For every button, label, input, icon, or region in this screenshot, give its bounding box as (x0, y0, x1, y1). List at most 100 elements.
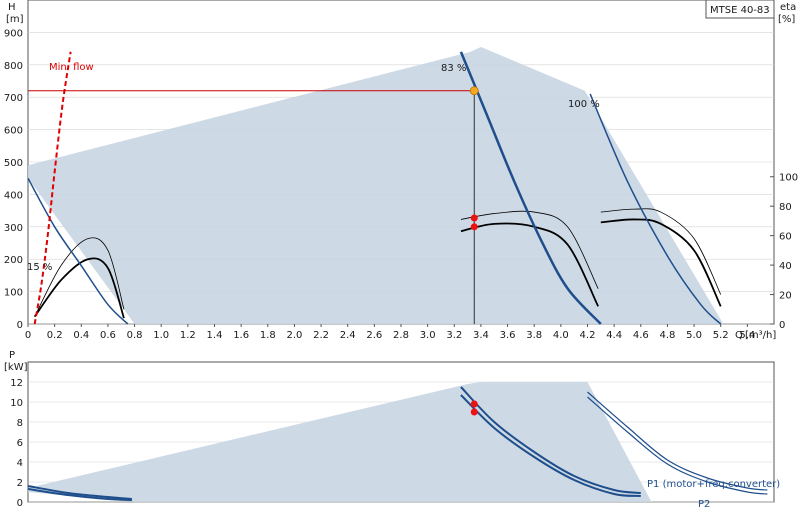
head-curve (589, 93, 722, 325)
x-tick-label: 2.8 (393, 330, 409, 341)
y-tick-label: 0 (17, 320, 23, 331)
x-tick-label: 0.6 (100, 330, 116, 341)
y-tick-label: 300 (4, 223, 23, 234)
model-label: MTSE 40-83 (710, 5, 770, 16)
y-tick-label: 8 (17, 418, 23, 429)
x-tick-label: 4.6 (633, 330, 649, 341)
head-y-ticks: 0 100 200 300 400 500 600 700 800 900 (4, 28, 23, 331)
y-tick-label: 0 (17, 498, 23, 509)
y-tick-label: 4 (17, 458, 23, 469)
y-axis-unit-m: [m] (6, 14, 24, 25)
y2-tick-label: 100 (779, 173, 798, 184)
power-points (470, 400, 478, 416)
y-tick-label: 10 (10, 398, 23, 409)
y-tick-label: 6 (17, 438, 23, 449)
x-tick-label: 3.4 (473, 330, 489, 341)
y-tick-label: 500 (4, 158, 23, 169)
efficiency-curve (34, 237, 125, 317)
y2-axis-label-eta: eta (780, 2, 796, 13)
eta-y-ticks: 0 20 40 60 80 100 (770, 173, 798, 331)
y-tick-label: 800 (4, 61, 23, 72)
y-tick-label: 600 (4, 126, 23, 137)
y2-tick-label: 80 (779, 202, 792, 213)
x-tick-label: 0.8 (127, 330, 143, 341)
model-label-box (705, 0, 775, 19)
power-chart: 0 2 4 6 8 10 12 P [kW] P1 (motor+freq.converte… (4, 350, 780, 510)
x-tick-label: 1.2 (180, 330, 196, 341)
min-flow-line (33, 51, 72, 325)
head-curve (27, 177, 129, 325)
x-tick-label: 2.2 (313, 330, 329, 341)
x-tick-label: 1.4 (207, 330, 223, 341)
head-chart: 0 0.2 0.4 0.6 0.8 1.0 1.2 1.4 1.6 1.8 2.0 2.2 2.4 2.6… (4, 0, 798, 341)
efficiency-curve (33, 257, 125, 319)
duty-point (469, 86, 479, 96)
x-tick-label: 1.0 (153, 330, 169, 341)
x-tick-label: 2.6 (366, 330, 382, 341)
y-tick-label: 200 (4, 255, 23, 266)
x-tick-label: 0.4 (73, 330, 89, 341)
min-flow-curve (33, 51, 72, 325)
x-tick-label: 2.0 (286, 330, 302, 341)
power-y-ticks: 0 2 4 6 8 10 12 (10, 378, 23, 509)
x-tick-label: 3.8 (526, 330, 542, 341)
y-tick-label: 400 (4, 190, 23, 201)
y-axis-label-p: P (9, 350, 15, 361)
power-curves (27, 386, 768, 501)
y2-tick-label: 60 (779, 232, 792, 243)
speed-label-15: 15 % (27, 262, 52, 273)
y-axis-unit-kw: [kW] (4, 362, 28, 373)
efficiency-curve (600, 208, 722, 295)
y-tick-label: 700 (4, 93, 23, 104)
x-tick-label: 0.2 (47, 330, 63, 341)
y-tick-label: 12 (10, 378, 23, 389)
y-tick-label: 2 (17, 478, 23, 489)
power-curve (460, 394, 641, 497)
y-tick-label: 100 (4, 288, 23, 299)
x-tick-label: 0 (25, 330, 31, 341)
efficiency-point (470, 214, 478, 222)
head-speed-curves (27, 51, 722, 325)
head-curve (459, 51, 602, 325)
x-tick-label: 4.2 (580, 330, 596, 341)
x-tick-label: 5.0 (686, 330, 702, 341)
legend-p2: P2 (698, 499, 710, 510)
y2-tick-label: 0 (779, 320, 785, 331)
head-x-ticks: 0 0.2 0.4 0.6 0.8 1.0 1.2 1.4 1.6 1.8 2.0 2.2 2.4 2.6… (25, 324, 755, 341)
power-envelope (28, 382, 652, 502)
speed-label-83: 83 % (441, 63, 466, 74)
power-curve (587, 396, 768, 495)
x-tick-label: 2.4 (340, 330, 356, 341)
efficiency-curve (600, 218, 722, 307)
x-tick-label: 5.2 (713, 330, 729, 341)
x-tick-label: 1.6 (233, 330, 249, 341)
x-tick-label: 3.0 (420, 330, 436, 341)
x-tick-label: 4.4 (606, 330, 622, 341)
legend-p1: P1 (motor+freq.converter) (647, 479, 780, 490)
x-tick-label: 5.4 (739, 330, 755, 341)
power-envelope (28, 382, 652, 502)
efficiency-curve (460, 210, 599, 289)
x-tick-label: 3.6 (500, 330, 516, 341)
x-axis-unit: [m³/h] (745, 330, 776, 341)
power-curve (27, 488, 132, 501)
x-axis-label-q: Q (735, 330, 743, 341)
power-curve (587, 391, 768, 491)
duty-point-group (28, 86, 479, 324)
speed-label-100: 100 % (568, 99, 600, 110)
y-axis-label-h: H (8, 2, 16, 13)
y2-tick-label: 20 (779, 291, 792, 302)
efficiency-point (470, 223, 478, 231)
x-tick-label: 4.0 (553, 330, 569, 341)
power-curve (27, 485, 132, 500)
power-point (470, 400, 478, 408)
power-point (470, 408, 478, 416)
x-tick-label: 4.8 (659, 330, 675, 341)
power-curve (460, 386, 641, 494)
x-tick-label: 3.2 (446, 330, 462, 341)
min-flow-label: Min. flow (49, 62, 94, 73)
y2-axis-unit-pct: [%] (778, 14, 795, 25)
y2-tick-label: 40 (779, 261, 792, 272)
y-tick-label: 900 (4, 28, 23, 39)
